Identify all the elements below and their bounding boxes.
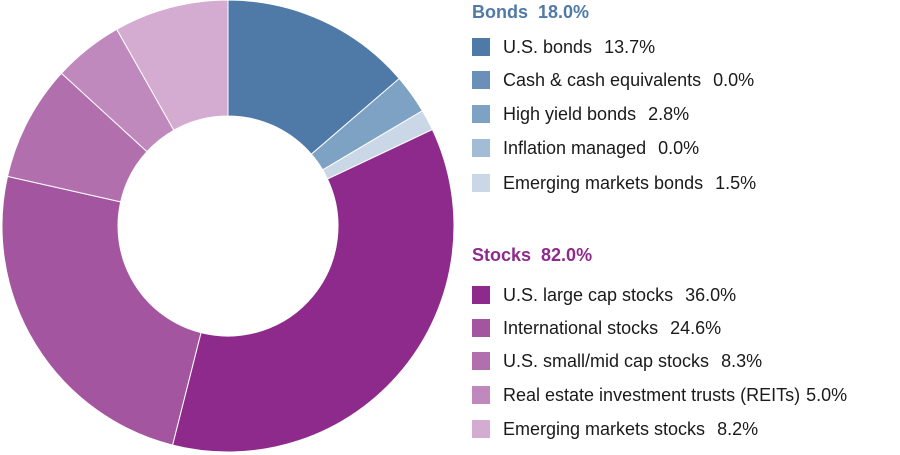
legend-item: U.S. bonds 13.7% bbox=[472, 36, 655, 58]
legend-item: U.S. small/mid cap stocks 8.3% bbox=[472, 350, 762, 372]
donut-slice-u-s-large-cap-stocks bbox=[171, 128, 455, 453]
legend-item: Cash & cash equivalents 0.0% bbox=[472, 69, 754, 91]
legend-label: U.S. large cap stocks bbox=[503, 284, 674, 305]
legend-item: Emerging markets stocks 8.2% bbox=[472, 418, 758, 440]
legend-swatch bbox=[472, 71, 490, 89]
legend-swatch bbox=[472, 174, 490, 192]
donut-slice-international-stocks bbox=[1, 175, 202, 446]
legend-value: 5.0% bbox=[806, 384, 848, 405]
legend-value: 8.2% bbox=[717, 418, 759, 439]
legend-item: U.S. large cap stocks 36.0% bbox=[472, 284, 736, 306]
legend-label: High yield bonds bbox=[503, 103, 637, 124]
legend-value: 1.5% bbox=[715, 172, 757, 193]
legend-swatch bbox=[472, 352, 490, 370]
group-total: 82.0% bbox=[541, 245, 593, 265]
legend-group-header: Stocks 82.0% bbox=[472, 245, 592, 266]
donut-slice-u-s-bonds bbox=[227, 0, 400, 155]
group-name: Stocks bbox=[472, 245, 532, 265]
legend-swatch bbox=[472, 319, 490, 337]
legend-value: 0.0% bbox=[658, 137, 700, 158]
legend-label: Inflation managed bbox=[503, 137, 647, 158]
legend-value: 36.0% bbox=[685, 284, 737, 305]
legend-item: Inflation managed 0.0% bbox=[472, 137, 699, 159]
legend-label: Cash & cash equivalents bbox=[503, 69, 702, 90]
legend-group-header: Bonds 18.0% bbox=[472, 2, 589, 23]
legend-item: High yield bonds 2.8% bbox=[472, 103, 689, 125]
donut-slice-emerging-markets-stocks bbox=[116, 0, 229, 131]
legend-value: 0.0% bbox=[713, 69, 755, 90]
legend-label: Real estate investment trusts (REITs) bbox=[503, 384, 801, 405]
legend-label: Emerging markets stocks bbox=[503, 418, 706, 439]
group-total: 18.0% bbox=[538, 2, 590, 22]
legend-value: 13.7% bbox=[604, 36, 656, 57]
legend-value: 24.6% bbox=[670, 317, 722, 338]
legend-label: International stocks bbox=[503, 317, 659, 338]
group-name: Bonds bbox=[472, 2, 528, 22]
legend-label: U.S. bonds bbox=[503, 36, 593, 57]
legend-swatch bbox=[472, 38, 490, 56]
legend-label: U.S. small/mid cap stocks bbox=[503, 350, 710, 371]
legend-swatch bbox=[472, 386, 490, 404]
legend-item: Real estate investment trusts (REITs) 5.0… bbox=[472, 384, 847, 406]
legend-item: International stocks 24.6% bbox=[472, 317, 721, 339]
legend-value: 8.3% bbox=[721, 350, 763, 371]
legend-value: 2.8% bbox=[648, 103, 690, 124]
donut-chart bbox=[1, 0, 455, 453]
legend-swatch bbox=[472, 105, 490, 123]
legend-swatch bbox=[472, 139, 490, 157]
legend-label: Emerging markets bonds bbox=[503, 172, 704, 193]
legend-item: Emerging markets bonds 1.5% bbox=[472, 172, 756, 194]
legend-swatch bbox=[472, 286, 490, 304]
legend-swatch bbox=[472, 420, 490, 438]
